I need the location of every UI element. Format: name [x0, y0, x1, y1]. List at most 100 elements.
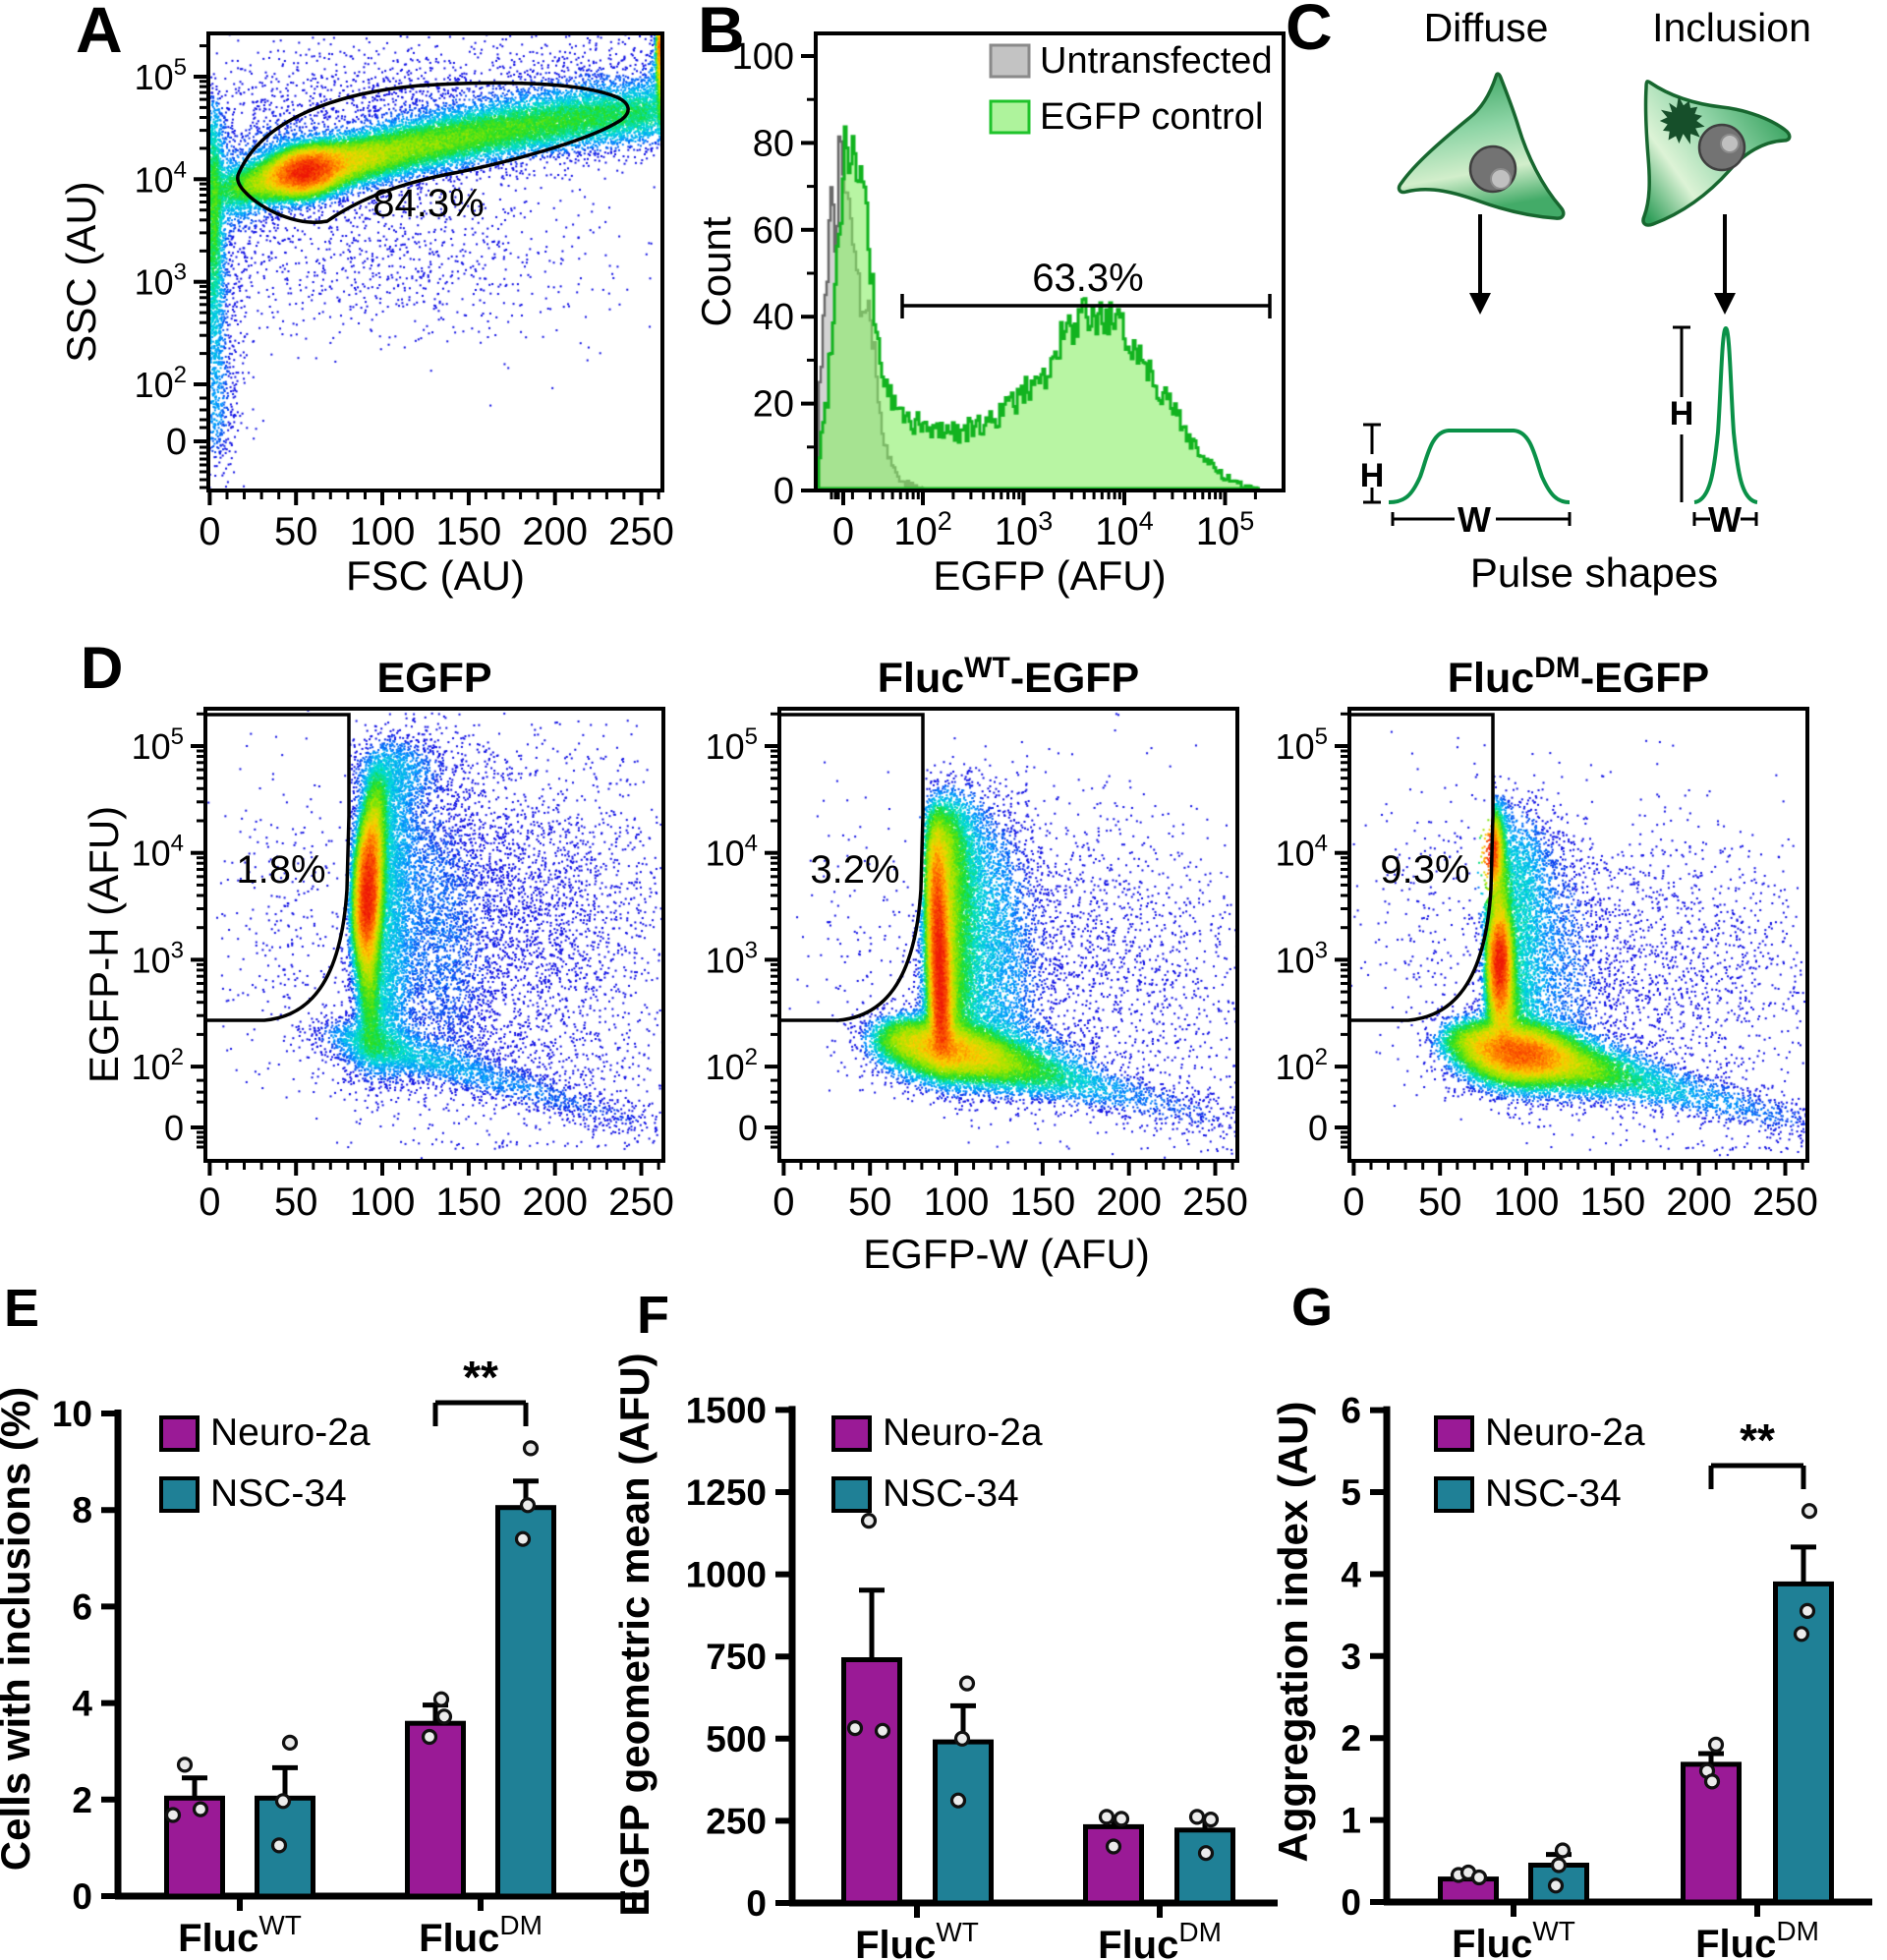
svg-text:150: 150 — [1580, 1181, 1646, 1224]
svg-text:200: 200 — [522, 1181, 588, 1224]
svg-text:250: 250 — [1752, 1181, 1818, 1224]
svg-text:103: 103 — [995, 506, 1054, 553]
svg-text:Diffuse: Diffuse — [1424, 5, 1549, 50]
svg-text:102: 102 — [706, 1044, 758, 1087]
svg-text:100: 100 — [350, 1181, 416, 1224]
svg-text:4: 4 — [72, 1684, 92, 1724]
svg-text:2: 2 — [1341, 1718, 1361, 1758]
svg-text:0: 0 — [164, 1108, 184, 1148]
svg-text:103: 103 — [1276, 937, 1328, 980]
svg-text:200: 200 — [1096, 1181, 1162, 1224]
svg-text:200: 200 — [1666, 1181, 1732, 1224]
svg-text:Aggregation index (AU): Aggregation index (AU) — [1270, 1402, 1316, 1863]
svg-text:100: 100 — [732, 36, 794, 78]
svg-text:**: ** — [1740, 1414, 1775, 1466]
svg-text:NSC-34: NSC-34 — [1485, 1472, 1622, 1515]
svg-text:FlucWT-EGFP: FlucWT-EGFP — [878, 652, 1139, 702]
svg-text:1: 1 — [1341, 1801, 1361, 1841]
svg-text:6: 6 — [72, 1586, 92, 1627]
svg-text:250: 250 — [608, 1181, 674, 1224]
svg-text:Pulse shapes: Pulse shapes — [1470, 549, 1718, 596]
svg-text:2: 2 — [72, 1780, 92, 1820]
svg-text:0: 0 — [746, 1883, 767, 1924]
svg-text:50: 50 — [274, 1181, 318, 1224]
svg-text:EGFP control: EGFP control — [1040, 96, 1263, 138]
svg-text:FlucWT: FlucWT — [1452, 1916, 1575, 1960]
svg-text:0: 0 — [1341, 1882, 1361, 1923]
svg-text:1000: 1000 — [686, 1555, 767, 1595]
svg-text:4: 4 — [1341, 1554, 1361, 1594]
svg-text:6: 6 — [1341, 1391, 1361, 1431]
svg-text:103: 103 — [135, 259, 187, 303]
svg-text:Inclusion: Inclusion — [1652, 5, 1811, 50]
svg-text:C: C — [1286, 0, 1333, 63]
svg-text:FlucDM-EGFP: FlucDM-EGFP — [1448, 652, 1709, 702]
svg-text:**: ** — [463, 1352, 498, 1403]
svg-text:150: 150 — [436, 510, 502, 553]
svg-text:750: 750 — [706, 1637, 767, 1677]
svg-text:200: 200 — [522, 510, 588, 553]
svg-text:84.3%: 84.3% — [372, 182, 484, 225]
svg-text:W: W — [1458, 499, 1491, 540]
svg-text:104: 104 — [135, 156, 187, 200]
svg-text:500: 500 — [706, 1719, 767, 1759]
svg-text:104: 104 — [706, 831, 758, 874]
svg-text:0: 0 — [738, 1108, 758, 1148]
svg-text:B: B — [698, 0, 745, 66]
svg-text:H: H — [1360, 457, 1385, 494]
svg-text:104: 104 — [132, 831, 184, 874]
svg-text:1500: 1500 — [686, 1390, 767, 1430]
svg-text:0: 0 — [199, 1181, 220, 1224]
svg-text:0: 0 — [832, 510, 854, 553]
svg-text:D: D — [81, 635, 123, 701]
svg-text:1250: 1250 — [686, 1472, 767, 1513]
svg-text:5: 5 — [1341, 1472, 1361, 1513]
svg-text:20: 20 — [753, 384, 794, 426]
svg-text:100: 100 — [350, 510, 416, 553]
svg-text:105: 105 — [1196, 506, 1255, 553]
svg-text:G: G — [1291, 1278, 1333, 1337]
svg-text:104: 104 — [1276, 831, 1328, 874]
svg-text:102: 102 — [893, 506, 952, 553]
svg-text:0: 0 — [166, 422, 187, 463]
svg-text:EGFP: EGFP — [376, 655, 491, 702]
svg-text:EGFP geometric mean (AFU): EGFP geometric mean (AFU) — [611, 1353, 658, 1916]
svg-text:W: W — [1708, 499, 1742, 540]
svg-text:103: 103 — [132, 937, 184, 980]
svg-text:80: 80 — [753, 123, 794, 164]
svg-text:250: 250 — [706, 1801, 767, 1841]
svg-text:50: 50 — [1418, 1181, 1462, 1224]
svg-text:103: 103 — [706, 937, 758, 980]
svg-text:0: 0 — [1308, 1108, 1328, 1148]
svg-text:0: 0 — [773, 471, 794, 512]
svg-text:EGFP-H (AFU): EGFP-H (AFU) — [81, 806, 127, 1083]
svg-text:8: 8 — [72, 1490, 92, 1530]
svg-text:F: F — [637, 1286, 669, 1345]
svg-text:60: 60 — [753, 210, 794, 252]
svg-text:102: 102 — [135, 362, 187, 405]
svg-text:0: 0 — [72, 1876, 92, 1917]
svg-text:50: 50 — [274, 510, 318, 553]
svg-text:102: 102 — [1276, 1044, 1328, 1087]
svg-text:FlucWT: FlucWT — [855, 1917, 979, 1960]
svg-text:Count: Count — [693, 216, 739, 326]
svg-text:150: 150 — [1010, 1181, 1076, 1224]
svg-text:FlucWT: FlucWT — [178, 1910, 302, 1960]
svg-text:250: 250 — [608, 510, 674, 553]
svg-text:Neuro-2a: Neuro-2a — [883, 1412, 1043, 1454]
svg-text:9.3%: 9.3% — [1380, 848, 1469, 892]
svg-text:100: 100 — [1494, 1181, 1560, 1224]
svg-text:100: 100 — [924, 1181, 990, 1224]
svg-text:3: 3 — [1341, 1637, 1361, 1677]
svg-text:105: 105 — [706, 723, 758, 767]
svg-text:SSC (AU): SSC (AU) — [58, 181, 104, 362]
svg-text:0: 0 — [1343, 1181, 1364, 1224]
svg-text:105: 105 — [135, 54, 187, 97]
svg-text:150: 150 — [436, 1181, 502, 1224]
svg-text:Cells with inclusions (%): Cells with inclusions (%) — [0, 1387, 38, 1871]
svg-text:0: 0 — [772, 1181, 794, 1224]
svg-text:A: A — [76, 0, 123, 66]
svg-text:Neuro-2a: Neuro-2a — [1485, 1412, 1645, 1454]
svg-text:63.3%: 63.3% — [1032, 257, 1143, 300]
svg-text:50: 50 — [848, 1181, 892, 1224]
